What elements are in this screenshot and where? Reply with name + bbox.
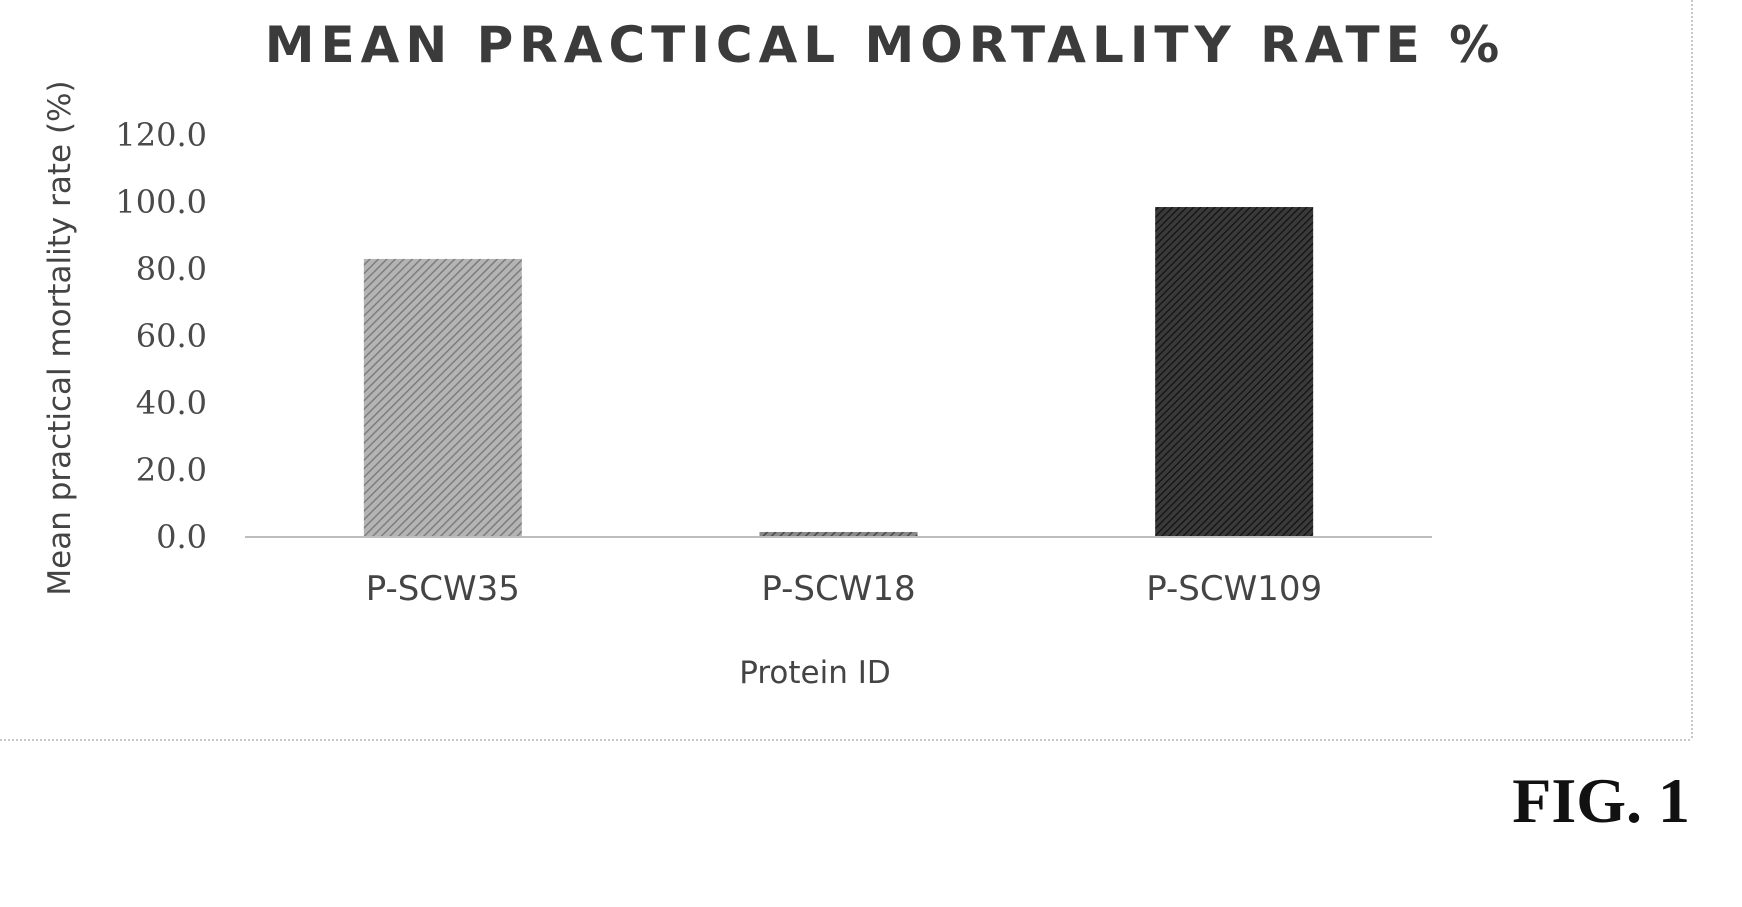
x-axis-categories: P-SCW35 P-SCW18 P-SCW109 xyxy=(366,569,1322,609)
chart-title: MEAN PRACTICAL MORTALITY RATE % xyxy=(265,16,1505,74)
x-category-label: P-SCW18 xyxy=(761,569,915,609)
y-tick-label: 120.0 xyxy=(115,116,207,154)
x-category-label: P-SCW109 xyxy=(1146,569,1322,609)
bar-p-scw35 xyxy=(363,258,522,537)
y-axis-ticks: 0.0 20.0 40.0 60.0 80.0 100.0 120.0 xyxy=(115,116,207,556)
figure-label: FIG. 1 xyxy=(1512,765,1690,836)
y-tick-label: 20.0 xyxy=(136,451,207,489)
y-tick-label: 0.0 xyxy=(156,518,207,556)
x-axis-label: Protein ID xyxy=(739,655,891,691)
y-tick-label: 80.0 xyxy=(136,250,207,288)
bar-series xyxy=(363,207,1314,537)
y-tick-label: 100.0 xyxy=(115,183,207,221)
y-axis-label: Mean practical mortality rate (%) xyxy=(42,80,78,595)
bar-p-scw18 xyxy=(759,531,918,537)
y-tick-label: 60.0 xyxy=(136,317,207,355)
x-category-label: P-SCW35 xyxy=(366,569,520,609)
y-tick-label: 40.0 xyxy=(136,384,207,422)
bar-p-scw109 xyxy=(1155,207,1314,537)
